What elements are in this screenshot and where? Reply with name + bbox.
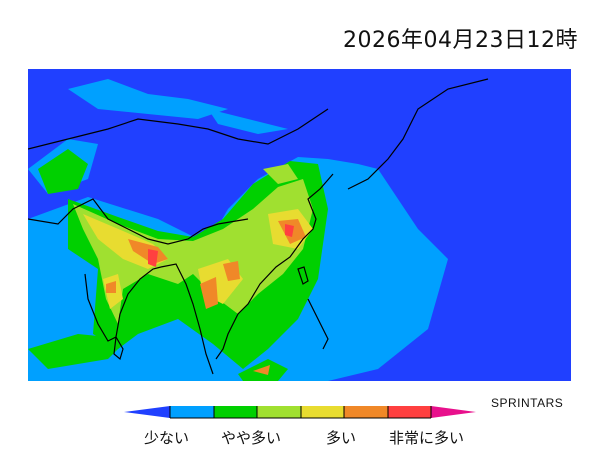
legend-label-somewhat-high: やや多い xyxy=(221,429,282,447)
legend-swatch-5 xyxy=(344,406,388,418)
legend-swatch-3 xyxy=(257,406,301,418)
legend-label-low: 少ない xyxy=(144,429,190,447)
legend-arrow-low xyxy=(124,406,170,418)
legend-swatch-2 xyxy=(214,406,257,418)
legend-dividers xyxy=(169,406,432,419)
legend-swatch-1 xyxy=(170,406,214,418)
level-red xyxy=(148,224,294,267)
coastlines-borders xyxy=(28,78,489,375)
aerosol-map xyxy=(28,69,571,381)
legend-swatch-6 xyxy=(388,406,431,418)
legend-swatch-4 xyxy=(301,406,344,418)
legend-label-very-high: 非常に多い xyxy=(389,429,465,447)
legend-arrow-high xyxy=(431,406,476,418)
legend-label-high: 多い xyxy=(326,429,357,447)
sprintars-credit: SPRINTARS xyxy=(491,396,564,410)
forecast-datetime-title: 2026年04月23日12時 xyxy=(343,28,578,53)
level-yellow-green xyxy=(73,164,313,324)
legend-colorbar xyxy=(124,406,476,419)
